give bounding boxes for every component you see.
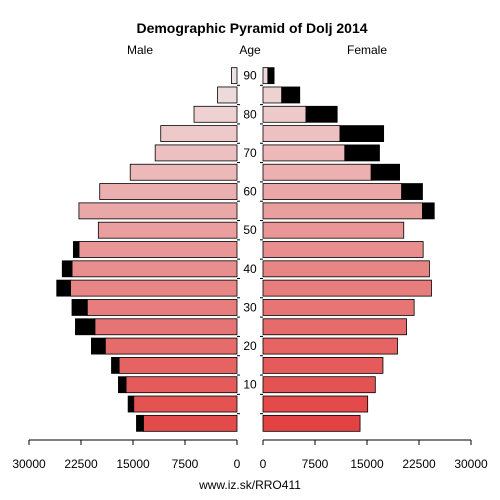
male-surplus-0-4 <box>136 414 144 432</box>
female-bar-45-49 <box>262 241 424 258</box>
female-x-tick-label: 22500 <box>402 457 436 471</box>
age-tick-label: 30 <box>243 300 257 314</box>
male-x-tick-label: 15000 <box>116 457 150 471</box>
age-tick-label: 60 <box>243 185 257 199</box>
male-bar-30-34 <box>86 299 238 316</box>
female-bar-15-19 <box>262 356 384 374</box>
age-label: Age <box>239 43 261 57</box>
male-surplus-10-14 <box>118 376 127 394</box>
bars-group <box>56 67 435 432</box>
male-bar-60-64 <box>99 183 238 200</box>
female-x-tick-label: 0 <box>260 457 267 471</box>
female-surplus-75-79 <box>339 125 385 143</box>
male-bar-70-74 <box>154 144 238 162</box>
female-bar-35-39 <box>262 279 432 297</box>
female-x-tick-label: 15000 <box>350 457 384 471</box>
female-bar-65-69 <box>262 163 372 181</box>
female-bar-70-74 <box>262 144 346 162</box>
male-surplus-25-29 <box>75 318 96 336</box>
male-bar-55-59 <box>78 202 238 220</box>
female-surplus-65-69 <box>370 163 400 181</box>
female-surplus-60-64 <box>401 183 423 200</box>
male-surplus-40-44 <box>61 260 73 278</box>
age-tick-label: 90 <box>243 69 257 83</box>
age-tick-label: 70 <box>243 146 257 160</box>
male-surplus-5-9 <box>127 395 135 413</box>
female-bar-30-34 <box>262 299 415 316</box>
female-bar-40-44 <box>262 260 430 278</box>
male-bar-85-89 <box>217 86 238 104</box>
female-bar-25-29 <box>262 318 407 336</box>
female-bar-10-14 <box>262 376 376 394</box>
male-bar-15-19 <box>118 356 238 374</box>
male-bar-5-9 <box>133 395 238 413</box>
female-bar-80-84 <box>262 105 307 123</box>
age-tick-label: 80 <box>243 107 257 121</box>
male-x-tick-label: 22500 <box>64 457 98 471</box>
male-bar-50-54 <box>97 221 238 239</box>
female-x-tick-label: 7500 <box>302 457 329 471</box>
female-bar-60-64 <box>262 183 403 200</box>
male-surplus-45-49 <box>72 241 80 258</box>
chart-title: Demographic Pyramid of Dolj 2014 <box>136 20 367 36</box>
age-tick-label: 20 <box>243 339 257 353</box>
male-bar-80-84 <box>193 105 238 123</box>
male-bar-45-49 <box>78 241 238 258</box>
female-surplus-85-89 <box>281 86 301 104</box>
female-label: Female <box>347 43 387 57</box>
female-bar-20-24 <box>262 337 398 355</box>
male-bar-75-79 <box>160 125 238 143</box>
age-tick-label: 10 <box>243 378 257 392</box>
female-surplus-90+ <box>267 67 275 85</box>
male-surplus-35-39 <box>56 279 72 297</box>
male-bar-20-24 <box>104 337 238 355</box>
male-x-tick-label: 30000 <box>12 457 46 471</box>
female-surplus-55-59 <box>422 202 435 220</box>
axes-group: 30000 22500 15000 7500 0 0 7500 15000 22500 30000… <box>12 69 488 471</box>
age-tick-label: 50 <box>243 223 257 237</box>
male-x-tick-label: 0 <box>234 457 241 471</box>
female-surplus-70-74 <box>344 144 380 162</box>
female-bar-50-54 <box>262 221 405 239</box>
male-surplus-20-24 <box>91 337 106 355</box>
female-bar-85-89 <box>262 86 283 104</box>
male-surplus-30-34 <box>71 299 88 316</box>
male-x-tick-label: 7500 <box>172 457 199 471</box>
male-label: Male <box>127 43 153 57</box>
female-x-tick-label: 30000 <box>454 457 488 471</box>
female-bar-55-59 <box>262 202 423 220</box>
female-bar-5-9 <box>262 395 369 413</box>
female-bar-0-4 <box>262 414 361 432</box>
male-bar-10-14 <box>125 376 238 394</box>
female-bar-90+ <box>262 67 269 85</box>
age-tick-label: 40 <box>243 262 257 276</box>
footer-text: www.iz.sk/RRO411 <box>198 478 301 492</box>
male-bar-90+ <box>231 67 238 85</box>
male-bar-25-29 <box>94 318 238 336</box>
male-surplus-15-19 <box>111 356 120 374</box>
male-bar-40-44 <box>71 260 238 278</box>
male-bar-0-4 <box>142 414 238 432</box>
male-bar-35-39 <box>70 279 238 297</box>
male-bar-65-69 <box>129 163 238 181</box>
female-surplus-80-84 <box>305 105 338 123</box>
female-bar-75-79 <box>262 125 341 143</box>
